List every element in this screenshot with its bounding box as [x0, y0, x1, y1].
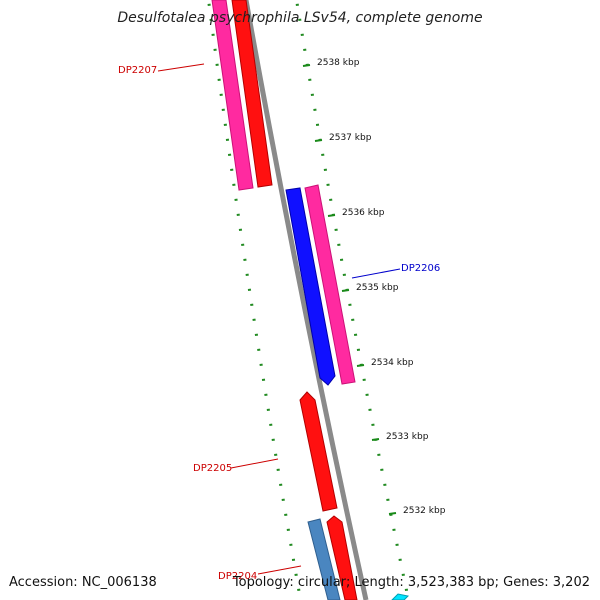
gene-arrow-cds-top[interactable] [231, 0, 273, 188]
leader-line-dp2204 [257, 565, 302, 575]
scale-tick-2535 [341, 289, 350, 292]
scale-ticks: 2538 kbp 2537 kbp 2536 kbp 2535 kbp 2534… [302, 58, 446, 516]
scale-tick-2532 [388, 512, 397, 515]
scale-tick-2538 [302, 64, 311, 67]
leader-line-dp2206 [351, 268, 401, 279]
gene-arrow-dp2206[interactable] [304, 184, 356, 385]
page-title: Desulfotalea psychrophila LSv54, complet… [117, 10, 483, 26]
scale-tick-2534 [356, 364, 365, 367]
gene-label-dp2206[interactable]: DP2206 [401, 263, 440, 274]
gene-label-dp2204[interactable]: DP2204 [218, 571, 257, 582]
scale-tick-label: 2537 kbp [329, 133, 372, 143]
feature-track [211, 0, 410, 600]
scale-tick-label: 2538 kbp [317, 58, 360, 68]
gene-arrow-steel-blue[interactable] [307, 518, 341, 600]
gene-arrow-cyan[interactable] [391, 593, 410, 600]
inner-tick-track [207, 3, 301, 591]
gene-arrow-dp2204[interactable] [326, 515, 358, 600]
scale-tick-label: 2534 kbp [371, 358, 414, 368]
gene-label-dp2205[interactable]: DP2205 [193, 463, 232, 474]
scale-tick-label: 2533 kbp [386, 432, 429, 442]
accession-text: Accession: NC_006138 [9, 575, 157, 590]
scale-tick-2537 [314, 139, 323, 142]
gene-label-dp2207[interactable]: DP2207 [118, 65, 157, 76]
gene-arrow-reverse-blue[interactable] [285, 187, 336, 386]
scale-tick-2533 [371, 438, 380, 441]
scale-tick-2536 [327, 214, 336, 217]
genome-summary-text: Topology: circular; Length: 3,523,383 bp… [232, 575, 590, 590]
gene-arrow-dp2205[interactable] [299, 391, 338, 512]
leader-line-dp2207 [157, 63, 205, 72]
backbone-line [243, 0, 369, 600]
scale-tick-label: 2535 kbp [356, 283, 399, 293]
scale-tick-label: 2536 kbp [342, 208, 385, 218]
gene-labels: DP2207 DP2206 DP2205 DP2204 [118, 63, 440, 582]
scale-tick-label: 2532 kbp [403, 506, 446, 516]
leader-line-dp2205 [230, 458, 279, 469]
gene-arrow-dp2207[interactable] [211, 0, 254, 191]
